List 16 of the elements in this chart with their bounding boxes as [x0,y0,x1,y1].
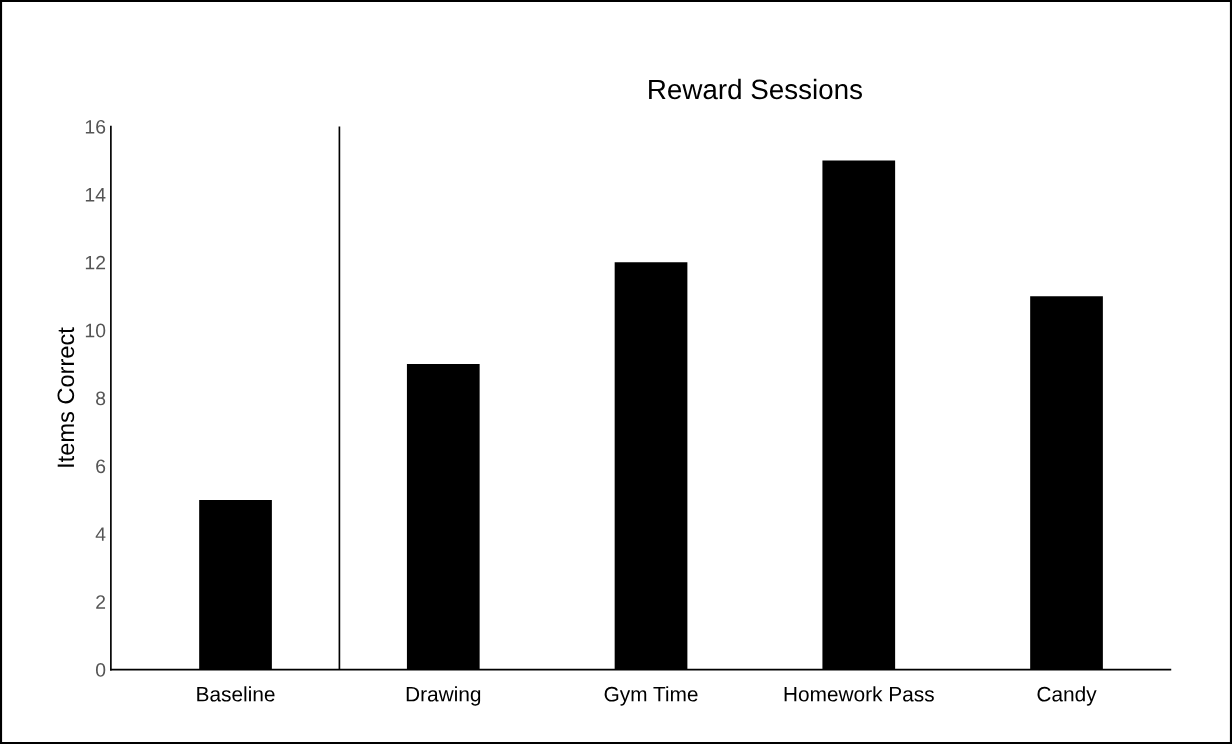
x-tick-label: Homework Pass [784,686,934,702]
y-tick-label: 14 [85,188,106,202]
y-tick-label: 10 [85,323,106,338]
y-axis-title: Items Correct [57,327,75,467]
y-tick-label: 2 [96,595,106,609]
y-tick-label: 6 [96,459,106,474]
y-tick-label: 0 [95,663,106,677]
x-tick-label: Baseline [197,686,275,702]
chart-title: Reward Sessions [649,78,862,100]
y-tick-label: 16 [85,119,106,134]
y-tick-label: 12 [85,255,106,270]
y-tick-label: 8 [96,391,106,406]
x-tick-label: Gym Time [604,686,698,706]
x-tick-label: Candy [1037,686,1097,706]
y-tick-label: 4 [95,527,106,541]
x-tick-label: Drawing [406,686,481,706]
